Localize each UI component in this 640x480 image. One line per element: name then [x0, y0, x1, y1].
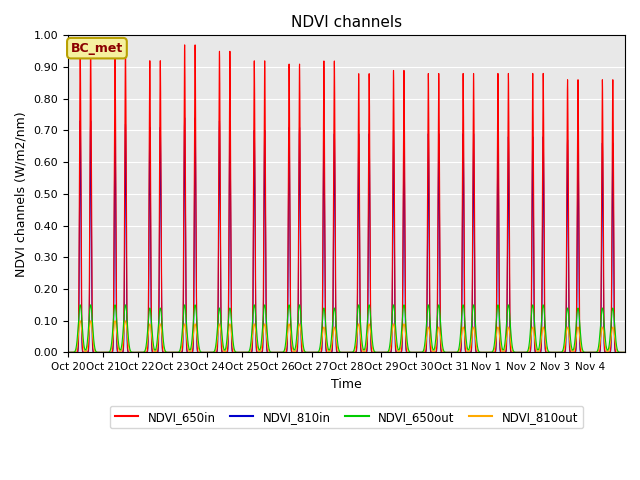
NDVI_810out [477, 349, 485, 355]
NDVI_810out [394, 348, 401, 354]
NDVI_650in [64, 349, 72, 355]
NDVI_810out [418, 349, 426, 355]
NDVI_810out [92, 349, 100, 355]
NDVI_810in [394, 349, 401, 355]
NDVI_810out [64, 349, 72, 355]
NDVI_810in [92, 349, 100, 355]
NDVI_810in [621, 349, 629, 355]
NDVI_650out [477, 349, 485, 355]
NDVI_650out [76, 302, 84, 308]
NDVI_810out [76, 318, 84, 324]
NDVI_650out [92, 348, 100, 354]
NDVI_810in [418, 349, 426, 355]
NDVI_650in [181, 42, 189, 48]
NDVI_650in [394, 349, 401, 355]
NDVI_810in [64, 349, 72, 355]
NDVI_650out [64, 349, 72, 355]
NDVI_810in [181, 115, 189, 120]
Line: NDVI_810out: NDVI_810out [68, 321, 625, 352]
NDVI_810in [266, 349, 273, 355]
NDVI_650in [92, 349, 100, 355]
X-axis label: Time: Time [331, 378, 362, 391]
NDVI_810out [621, 349, 629, 355]
NDVI_810in [477, 349, 485, 355]
NDVI_810out [507, 339, 515, 345]
NDVI_810out [266, 349, 273, 355]
NDVI_650in [507, 347, 515, 353]
NDVI_650out [418, 349, 426, 355]
Legend: NDVI_650in, NDVI_810in, NDVI_650out, NDVI_810out: NDVI_650in, NDVI_810in, NDVI_650out, NDV… [110, 406, 583, 428]
Y-axis label: NDVI channels (W/m2/nm): NDVI channels (W/m2/nm) [15, 111, 28, 276]
Title: NDVI channels: NDVI channels [291, 15, 402, 30]
NDVI_810in [507, 349, 515, 355]
NDVI_650in [621, 349, 629, 355]
NDVI_650out [394, 345, 401, 350]
Line: NDVI_650out: NDVI_650out [68, 305, 625, 352]
NDVI_650out [621, 349, 629, 355]
NDVI_650out [266, 348, 273, 354]
NDVI_650in [418, 349, 426, 355]
NDVI_650in [477, 349, 485, 355]
NDVI_650in [266, 349, 273, 355]
Line: NDVI_650in: NDVI_650in [68, 45, 625, 352]
NDVI_650out [507, 327, 515, 333]
Text: BC_met: BC_met [71, 42, 123, 55]
Line: NDVI_810in: NDVI_810in [68, 118, 625, 352]
